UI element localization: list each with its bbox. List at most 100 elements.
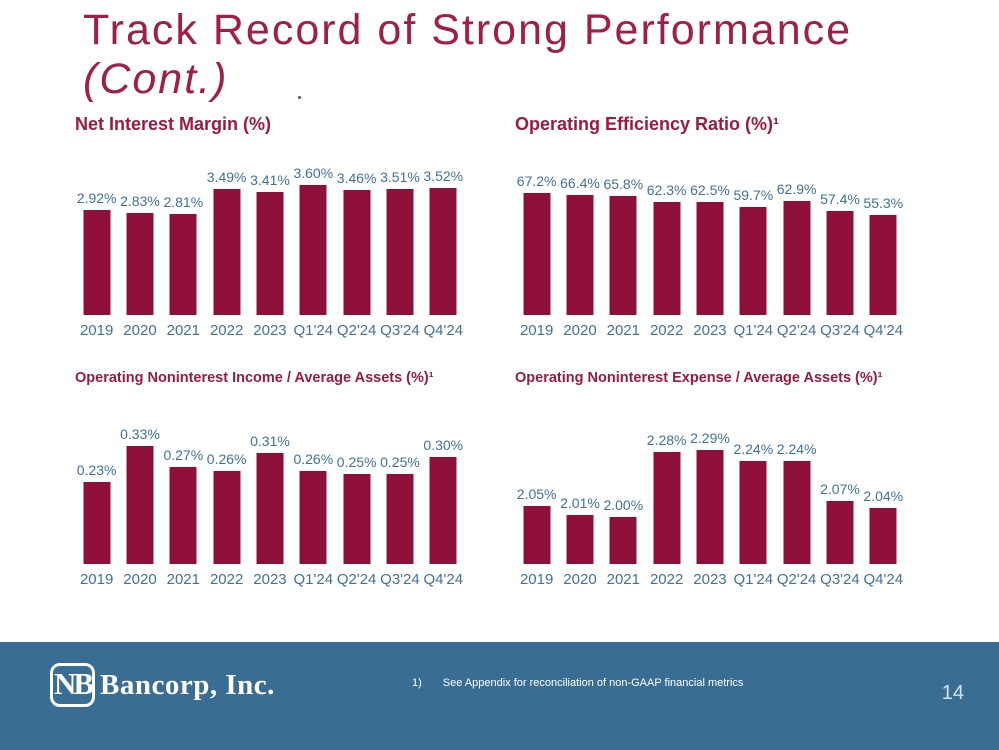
x-axis-label: Q4'24 <box>423 571 464 588</box>
chart-plot-area: 0.23% 0.33% 0.27% 0.26% 0.31% 0.26% 0.25% 0.25%… <box>75 399 465 564</box>
chart-x-axis: 2019 2020 2021 2022 2023 Q1'24 Q2'24 Q3'24 Q4'24 <box>515 571 905 588</box>
data-label: 67.2% <box>516 173 557 189</box>
x-axis-label: 2020 <box>123 322 157 339</box>
bar-slot: 62.5% <box>688 150 731 315</box>
x-axis-label: 2021 <box>166 322 200 339</box>
bar-slot: 55.3% <box>862 150 905 315</box>
data-label: 66.4% <box>560 175 600 191</box>
data-label: 3.51% <box>380 169 420 185</box>
chart-title: Operating Noninterest Income / Average A… <box>75 370 434 386</box>
x-axis-label: 2021 <box>606 322 640 339</box>
x-axis-label: Q1'24 <box>293 322 334 339</box>
bar <box>653 202 681 315</box>
data-label: 2.01% <box>560 495 600 511</box>
x-axis-label: 2019 <box>519 322 554 339</box>
x-axis-label: Q4'24 <box>863 571 904 588</box>
bar-slot: 0.23% <box>75 399 118 564</box>
slide-title-line2: (Cont.) <box>83 55 229 103</box>
bar <box>429 457 457 564</box>
x-axis-label: Q4'24 <box>423 322 464 339</box>
slide-title: Track Record of Strong Performance (Cont… <box>83 6 852 104</box>
data-label: 2.04% <box>863 488 904 504</box>
bar-slot: 2.00% <box>602 399 645 564</box>
x-axis-label: Q3'24 <box>820 571 860 588</box>
data-label: 0.30% <box>423 437 464 453</box>
bar <box>783 201 811 315</box>
data-label: 0.26% <box>206 451 247 467</box>
data-label: 2.29% <box>690 430 730 446</box>
bar-slot: 62.9% <box>775 150 818 315</box>
x-axis-label: 2023 <box>693 571 727 588</box>
bar <box>523 193 551 315</box>
x-axis-label: Q3'24 <box>820 322 860 339</box>
bar <box>523 506 551 564</box>
data-label: 2.05% <box>516 486 557 502</box>
bar-slot: 62.3% <box>645 150 688 315</box>
chart-x-axis: 2019 2020 2021 2022 2023 Q1'24 Q2'24 Q3'24 Q4'24 <box>75 322 465 339</box>
data-label: 0.27% <box>163 447 204 463</box>
stray-dot <box>298 96 301 99</box>
chart-plot-area: 2.05% 2.01% 2.00% 2.28% 2.29% 2.24% 2.24% 2.07%… <box>515 399 905 564</box>
data-label: 62.9% <box>776 181 817 197</box>
chart-x-axis: 2019 2020 2021 2022 2023 Q1'24 Q2'24 Q3'24 Q4'24 <box>75 571 465 588</box>
x-axis-label: 2022 <box>649 571 684 588</box>
chart-net-interest-margin: Net Interest Margin (%) 2.92% 2.83% 2.81% 3… <box>75 114 465 339</box>
chart-noninterest-expense: Operating Noninterest Expense / Average … <box>515 370 905 588</box>
chart-title: Operating Noninterest Expense / Average … <box>515 370 883 386</box>
bar-slot: 3.46% <box>335 150 378 315</box>
bar <box>869 508 897 564</box>
bar-slot: 0.25% <box>378 399 421 564</box>
data-label: 2.92% <box>76 190 117 206</box>
data-label: 2.07% <box>820 481 860 497</box>
bar-slot: 0.27% <box>162 399 205 564</box>
footnote: 1) See Appendix for reconciliation of no… <box>412 677 743 689</box>
x-axis-label: Q2'24 <box>776 571 817 588</box>
data-label: 62.5% <box>690 182 730 198</box>
bar <box>609 517 637 564</box>
bar <box>826 211 854 315</box>
data-label: 59.7% <box>733 187 774 203</box>
company-logo: NB Bancorp, Inc. <box>50 663 275 707</box>
x-axis-label: Q2'24 <box>336 571 377 588</box>
x-axis-label: Q3'24 <box>380 571 420 588</box>
bar-slot: 3.41% <box>248 150 291 315</box>
data-label: 3.41% <box>250 172 290 188</box>
bar <box>386 189 414 315</box>
bar <box>566 515 594 564</box>
bar-slot: 0.30% <box>422 399 465 564</box>
x-axis-label: 2020 <box>563 322 597 339</box>
bar-slot: 2.04% <box>862 399 905 564</box>
bar <box>299 185 327 315</box>
bar <box>566 195 594 315</box>
bar-slot: 3.49% <box>205 150 248 315</box>
nb-monogram-icon: NB <box>50 663 95 707</box>
data-label: 2.28% <box>646 432 687 448</box>
bar <box>869 215 897 315</box>
chart-operating-efficiency-ratio: Operating Efficiency Ratio (%)¹ 67.2% 66.… <box>515 114 905 339</box>
data-label: 65.8% <box>603 176 644 192</box>
bar <box>739 207 767 315</box>
chart-plot-area: 2.92% 2.83% 2.81% 3.49% 3.41% 3.60% 3.46% 3.51%… <box>75 150 465 315</box>
x-axis-label: Q2'24 <box>336 322 377 339</box>
bar <box>696 202 724 315</box>
bar <box>653 452 681 564</box>
data-label: 0.31% <box>250 433 290 449</box>
footnote-text: See Appendix for reconciliation of non-G… <box>442 677 744 689</box>
chart-x-axis: 2019 2020 2021 2022 2023 Q1'24 Q2'24 Q3'24 Q4'24 <box>515 322 905 339</box>
bar-slot: 0.26% <box>292 399 335 564</box>
bar-slot: 0.31% <box>248 399 291 564</box>
bar <box>696 450 724 564</box>
bar <box>213 471 241 564</box>
data-label: 0.25% <box>336 454 377 470</box>
data-label: 55.3% <box>863 195 904 211</box>
x-axis-label: 2022 <box>209 322 244 339</box>
bar-slot: 65.8% <box>602 150 645 315</box>
bar <box>169 214 197 315</box>
bar-slot: 2.05% <box>515 399 558 564</box>
data-label: 2.24% <box>776 441 817 457</box>
bar <box>343 190 371 315</box>
bar-slot: 3.51% <box>378 150 421 315</box>
data-label: 0.25% <box>380 454 420 470</box>
x-axis-label: 2023 <box>253 571 287 588</box>
bar <box>299 471 327 564</box>
